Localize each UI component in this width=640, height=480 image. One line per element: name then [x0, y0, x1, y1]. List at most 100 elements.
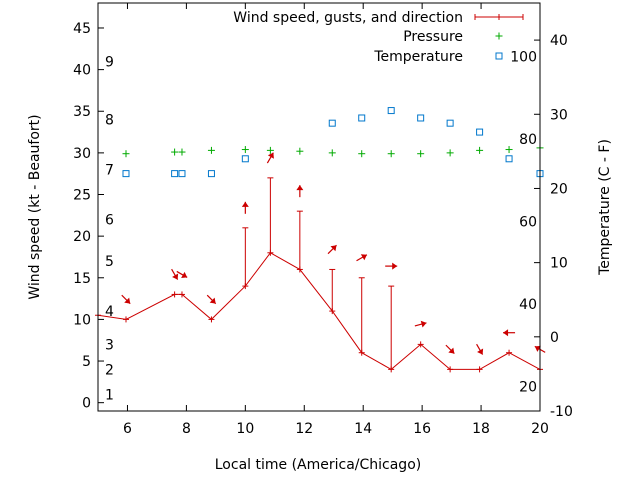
arrow-head: [330, 245, 337, 252]
y-tick-label-left: 0: [82, 396, 91, 412]
y-tick-label-left: 40: [73, 63, 91, 79]
wind-direction-arrow: [414, 320, 427, 328]
arrow-head: [420, 320, 427, 328]
beaufort-label: 2: [105, 362, 114, 378]
wind-direction-arrow: [241, 201, 249, 214]
y-tick-label-left: 10: [73, 312, 91, 328]
wind-speed-point: [267, 249, 274, 256]
pressure-point: [207, 146, 215, 154]
y-axis-label-right: Temperature (C - F): [597, 139, 613, 276]
pressure-point: [178, 148, 186, 156]
beaufort-label: 5: [105, 254, 114, 270]
plot-frame: [97, 2, 541, 412]
wind-speed-point: [171, 291, 178, 298]
beaufort-label: 8: [105, 113, 114, 129]
wind-speed-point: [296, 266, 303, 273]
pressure-point: [171, 148, 179, 156]
legend-label-wind: Wind speed, gusts, and direction: [233, 10, 463, 26]
temperature-point: [122, 170, 130, 178]
wind-direction-arrow: [171, 268, 179, 280]
pressure-point: [417, 150, 425, 158]
wind-speed-point: [122, 316, 129, 323]
temperature-point: [207, 170, 215, 178]
pressure-point: [266, 146, 274, 154]
y-tick-label-right: 30: [550, 107, 568, 123]
y-tick-label-left: 15: [73, 271, 91, 287]
pressure-point: [296, 147, 304, 155]
arrow-head: [241, 201, 249, 207]
wind-speed-point: [178, 291, 185, 298]
wind-direction-arrow: [266, 152, 274, 164]
arrow-head: [124, 297, 131, 304]
pressure-point: [358, 150, 366, 158]
x-tick-label: 6: [123, 421, 132, 437]
wind-direction-arrow: [121, 294, 131, 305]
temperature-point: [178, 170, 186, 178]
y-tick-label-left: 30: [73, 146, 91, 162]
temperature-point: [358, 114, 366, 122]
wind-direction-arrow: [356, 254, 368, 262]
arrow-head: [209, 297, 216, 304]
beaufort-label: 9: [105, 54, 114, 70]
arrow-head: [448, 347, 455, 354]
x-tick-label: 8: [182, 421, 191, 437]
temperature-point: [241, 155, 249, 163]
arrow-head: [267, 152, 274, 159]
y-axis-label-left: Wind speed (kt - Beaufort): [27, 114, 43, 299]
legend-label-temperature: Temperature: [373, 49, 463, 65]
pressure-point: [505, 146, 513, 154]
fahrenheit-label: 60: [519, 214, 537, 230]
beaufort-label: 4: [105, 304, 114, 320]
x-tick-label: 14: [354, 421, 372, 437]
fahrenheit-label: 20: [519, 379, 537, 395]
pressure-point: [328, 149, 336, 157]
temperature-point: [387, 107, 395, 115]
wind-speed-point: [208, 316, 215, 323]
y-tick-label-right: 20: [550, 181, 568, 197]
wind-speed-point: [476, 366, 483, 373]
fahrenheit-label: 100: [510, 50, 537, 66]
fahrenheit-label: 80: [519, 132, 537, 148]
temperature-point: [446, 119, 454, 127]
arrow-head: [392, 262, 398, 270]
y-tick-label-left: 25: [73, 188, 91, 204]
temperature-point: [476, 128, 484, 136]
wind-direction-arrow: [206, 294, 217, 305]
pressure-point: [446, 149, 454, 157]
wind-direction-arrow: [476, 343, 484, 355]
beaufort-label: 3: [105, 337, 114, 353]
arrow-head: [360, 254, 367, 261]
legend: Wind speed, gusts, and direction Pressur…: [233, 10, 524, 65]
legend-label-pressure: Pressure: [403, 29, 463, 45]
arrow-head: [296, 185, 304, 191]
x-tick-label: 20: [531, 421, 549, 437]
wind-direction-arrow: [176, 270, 188, 278]
wind-speed-point: [388, 366, 395, 373]
pressure-point: [387, 150, 395, 158]
beaufort-label: 6: [105, 212, 114, 228]
y-tick-label-left: 5: [82, 354, 91, 370]
x-tick-label: 12: [295, 421, 313, 437]
wind-direction-arrow: [445, 344, 455, 355]
legend-sample-temperature: [495, 52, 503, 60]
wind-direction-arrow: [503, 329, 516, 337]
temperature-point: [505, 155, 513, 163]
y-tick-label-left: 35: [73, 104, 91, 120]
pressure-point: [476, 146, 484, 154]
y-tick-label-right: 40: [550, 33, 568, 49]
beaufort-label: 7: [105, 163, 114, 179]
wind-speed-point: [358, 349, 365, 356]
temperature-point: [171, 170, 179, 178]
x-tick-label: 18: [472, 421, 490, 437]
arrow-head: [181, 271, 188, 278]
wind-direction-arrow: [296, 185, 304, 198]
temperature-point: [328, 119, 336, 127]
y-tick-label-left: 20: [73, 229, 91, 245]
wind-direction-arrow: [327, 244, 337, 255]
temperature-point: [417, 114, 425, 122]
beaufort-label: 1: [105, 387, 114, 403]
data-marks: [95, 107, 546, 373]
pressure-point: [241, 146, 249, 154]
wind-speed-point: [329, 308, 336, 315]
